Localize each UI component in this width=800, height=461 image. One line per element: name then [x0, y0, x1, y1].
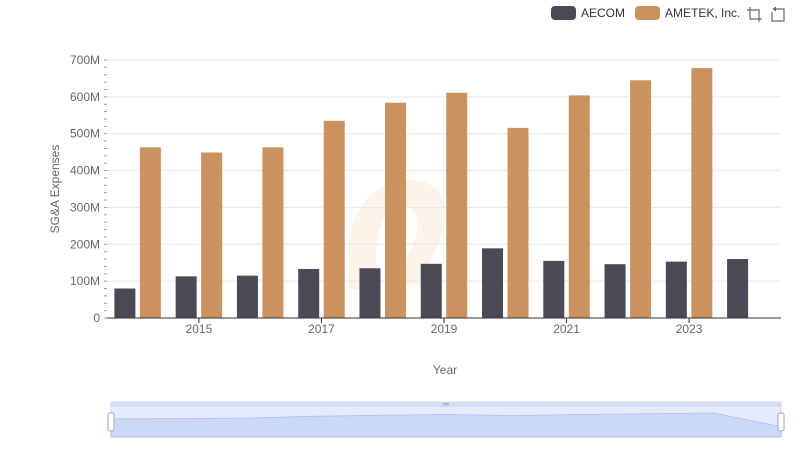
x-axis-title: Year [433, 363, 457, 377]
legend-swatch-aecom [551, 6, 576, 20]
bar-aecom-2017[interactable] [298, 268, 320, 318]
datazoom-right-handle[interactable] [777, 412, 785, 432]
y-tick-label: 100M [70, 274, 100, 288]
bar-ametek-inc-2020[interactable] [507, 127, 529, 319]
x-axis-ticks [198, 318, 690, 323]
bar-aecom-2015[interactable] [175, 276, 197, 318]
bar-aecom-2014[interactable] [114, 288, 136, 318]
x-tick-label: 2017 [308, 322, 335, 336]
y-tick-label: 300M [70, 200, 100, 214]
bar-ametek-inc-2022[interactable] [630, 80, 652, 319]
bar-ametek-inc-2017[interactable] [323, 120, 345, 318]
bar-ametek-inc-2019[interactable] [446, 92, 468, 318]
legend-item-aecom[interactable]: AECOM [551, 6, 625, 20]
y-tick-label: 700M [70, 53, 100, 67]
chart-toolbox [746, 6, 792, 23]
chart-legend: AECOM AMETEK, Inc. [551, 4, 750, 22]
bar-aecom-2016[interactable] [236, 275, 258, 318]
datazoom-selected-range [111, 407, 781, 437]
bar-aecom-2024[interactable] [727, 259, 749, 318]
bar-aecom-2018[interactable] [359, 268, 381, 318]
datazoom-preview-area [110, 412, 782, 438]
x-tick-label: 2023 [676, 322, 703, 336]
legend-label-ametek: AMETEK, Inc. [665, 6, 741, 20]
bar-aecom-2023[interactable] [665, 261, 687, 318]
bar-aecom-2020[interactable] [482, 248, 504, 318]
bar-series [114, 68, 749, 319]
legend-label-aecom: AECOM [581, 6, 626, 20]
y-tick-label: 400M [70, 164, 100, 178]
bar-ametek-inc-2014[interactable] [139, 147, 161, 318]
y-axis-title: SG&A Expenses [48, 145, 62, 234]
bar-ametek-inc-2023[interactable] [691, 68, 713, 318]
x-tick-label: 2021 [553, 322, 580, 336]
legend-swatch-ametek [635, 6, 661, 20]
legend-item-ametek[interactable]: AMETEK, Inc. [635, 6, 740, 20]
datazoom-top-bar[interactable] [111, 402, 781, 407]
bar-aecom-2019[interactable] [420, 263, 442, 318]
y-tick-label: 600M [70, 90, 100, 104]
x-axis-tick-labels: 2015 2017 2019 2021 2023 [186, 322, 703, 336]
y-tick-label: 200M [70, 237, 100, 251]
bar-ametek-inc-2021[interactable] [568, 95, 590, 318]
y-tick-label: 0 [93, 311, 100, 325]
restore-icon[interactable] [769, 6, 786, 23]
datazoom-slider[interactable] [107, 401, 785, 438]
y-axis-tick-labels: 0 100M 200M 300M 400M 500M 600M 700M [70, 53, 100, 325]
bar-ametek-inc-2015[interactable] [201, 152, 223, 318]
bar-aecom-2021[interactable] [543, 260, 565, 318]
y-minor-ticks [104, 59, 107, 319]
x-tick-label: 2015 [186, 322, 213, 336]
bar-ametek-inc-2018[interactable] [384, 102, 406, 318]
data-zoom-icon[interactable] [746, 6, 763, 23]
bar-aecom-2022[interactable] [604, 264, 626, 318]
datazoom-left-handle[interactable] [107, 412, 115, 432]
bar-ametek-inc-2016[interactable] [262, 147, 284, 318]
y-tick-label: 500M [70, 127, 100, 141]
x-tick-label: 2019 [431, 322, 458, 336]
datazoom-move-handle-icon[interactable] [443, 403, 449, 406]
